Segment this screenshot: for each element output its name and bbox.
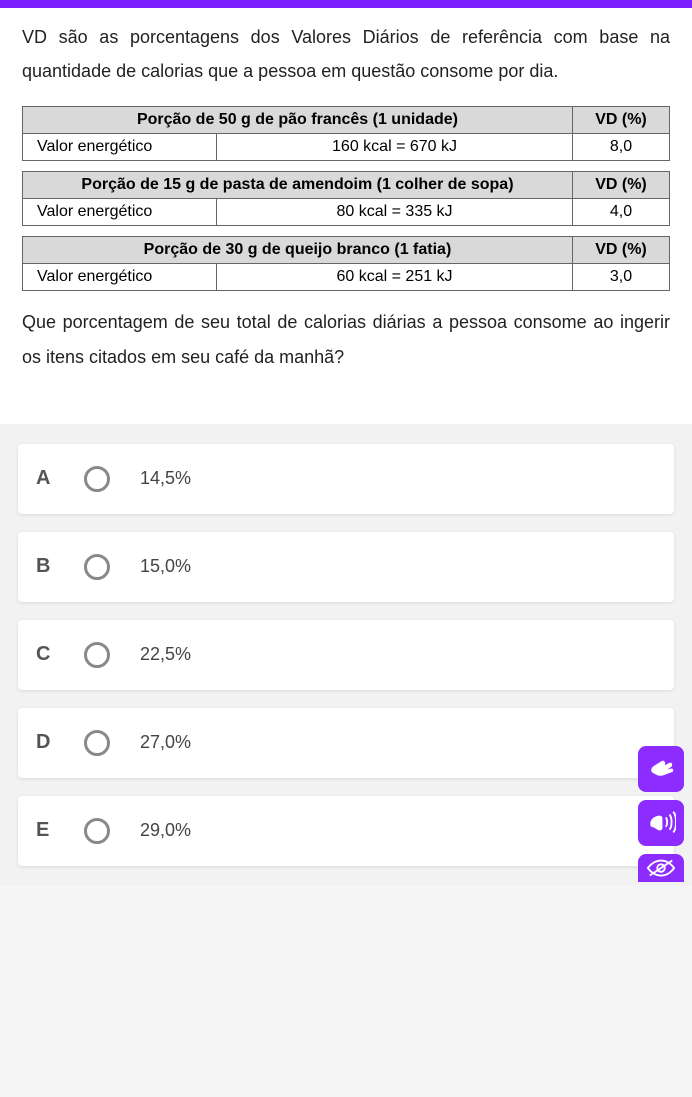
answer-letter: B	[36, 555, 64, 578]
answer-letter: D	[36, 731, 64, 754]
answer-text: 15,0%	[140, 556, 191, 577]
table-label-cell: Valor energético	[23, 199, 217, 226]
nutrition-table-2: Porção de 15 g de pasta de amendoim (1 c…	[22, 171, 670, 226]
audio-description-button[interactable]	[638, 800, 684, 846]
table-header-portion: Porção de 15 g de pasta de amendoim (1 c…	[23, 172, 573, 199]
answer-text: 14,5%	[140, 468, 191, 489]
table-header-portion: Porção de 50 g de pão francês (1 unidade…	[23, 107, 573, 134]
answer-option-c[interactable]: C 22,5%	[18, 620, 674, 690]
answer-option-b[interactable]: B 15,0%	[18, 532, 674, 602]
answer-letter: C	[36, 643, 64, 666]
answer-option-a[interactable]: A 14,5%	[18, 444, 674, 514]
answer-text: 27,0%	[140, 732, 191, 753]
nutrition-table-3: Porção de 30 g de queijo branco (1 fatia…	[22, 236, 670, 291]
table-vd-cell: 4,0	[572, 199, 669, 226]
radio-icon	[84, 642, 110, 668]
table-value-cell: 80 kcal = 335 kJ	[217, 199, 573, 226]
intro-paragraph: VD são as porcentagens dos Valores Diári…	[22, 20, 670, 88]
table-vd-cell: 3,0	[572, 264, 669, 291]
answer-text: 29,0%	[140, 820, 191, 841]
answer-text: 22,5%	[140, 644, 191, 665]
question-prompt: Que porcentagem de seu total de calorias…	[22, 305, 670, 373]
table-header-vd: VD (%)	[572, 107, 669, 134]
radio-icon	[84, 730, 110, 756]
sign-language-button[interactable]	[638, 746, 684, 792]
table-label-cell: Valor energético	[23, 264, 217, 291]
table-header-portion: Porção de 30 g de queijo branco (1 fatia…	[23, 237, 573, 264]
table-header-vd: VD (%)	[572, 237, 669, 264]
table-value-cell: 160 kcal = 670 kJ	[217, 134, 573, 161]
answer-letter: A	[36, 467, 64, 490]
question-content: VD são as porcentagens dos Valores Diári…	[0, 8, 692, 424]
answer-letter: E	[36, 819, 64, 842]
table-value-cell: 60 kcal = 251 kJ	[217, 264, 573, 291]
accessibility-float-buttons	[638, 746, 684, 882]
nutrition-table-1: Porção de 50 g de pão francês (1 unidade…	[22, 106, 670, 161]
table-vd-cell: 8,0	[572, 134, 669, 161]
radio-icon	[84, 554, 110, 580]
answer-option-d[interactable]: D 27,0%	[18, 708, 674, 778]
table-label-cell: Valor energético	[23, 134, 217, 161]
speaker-icon	[646, 808, 676, 838]
radio-icon	[84, 818, 110, 844]
top-accent-bar	[0, 0, 692, 8]
hands-icon	[646, 754, 676, 784]
visibility-button[interactable]	[638, 854, 684, 882]
table-header-vd: VD (%)	[572, 172, 669, 199]
radio-icon	[84, 466, 110, 492]
eye-icon	[646, 858, 676, 878]
answers-container: A 14,5% B 15,0% C 22,5% D 27,0% E 29,0%	[0, 424, 692, 886]
answer-option-e[interactable]: E 29,0%	[18, 796, 674, 866]
